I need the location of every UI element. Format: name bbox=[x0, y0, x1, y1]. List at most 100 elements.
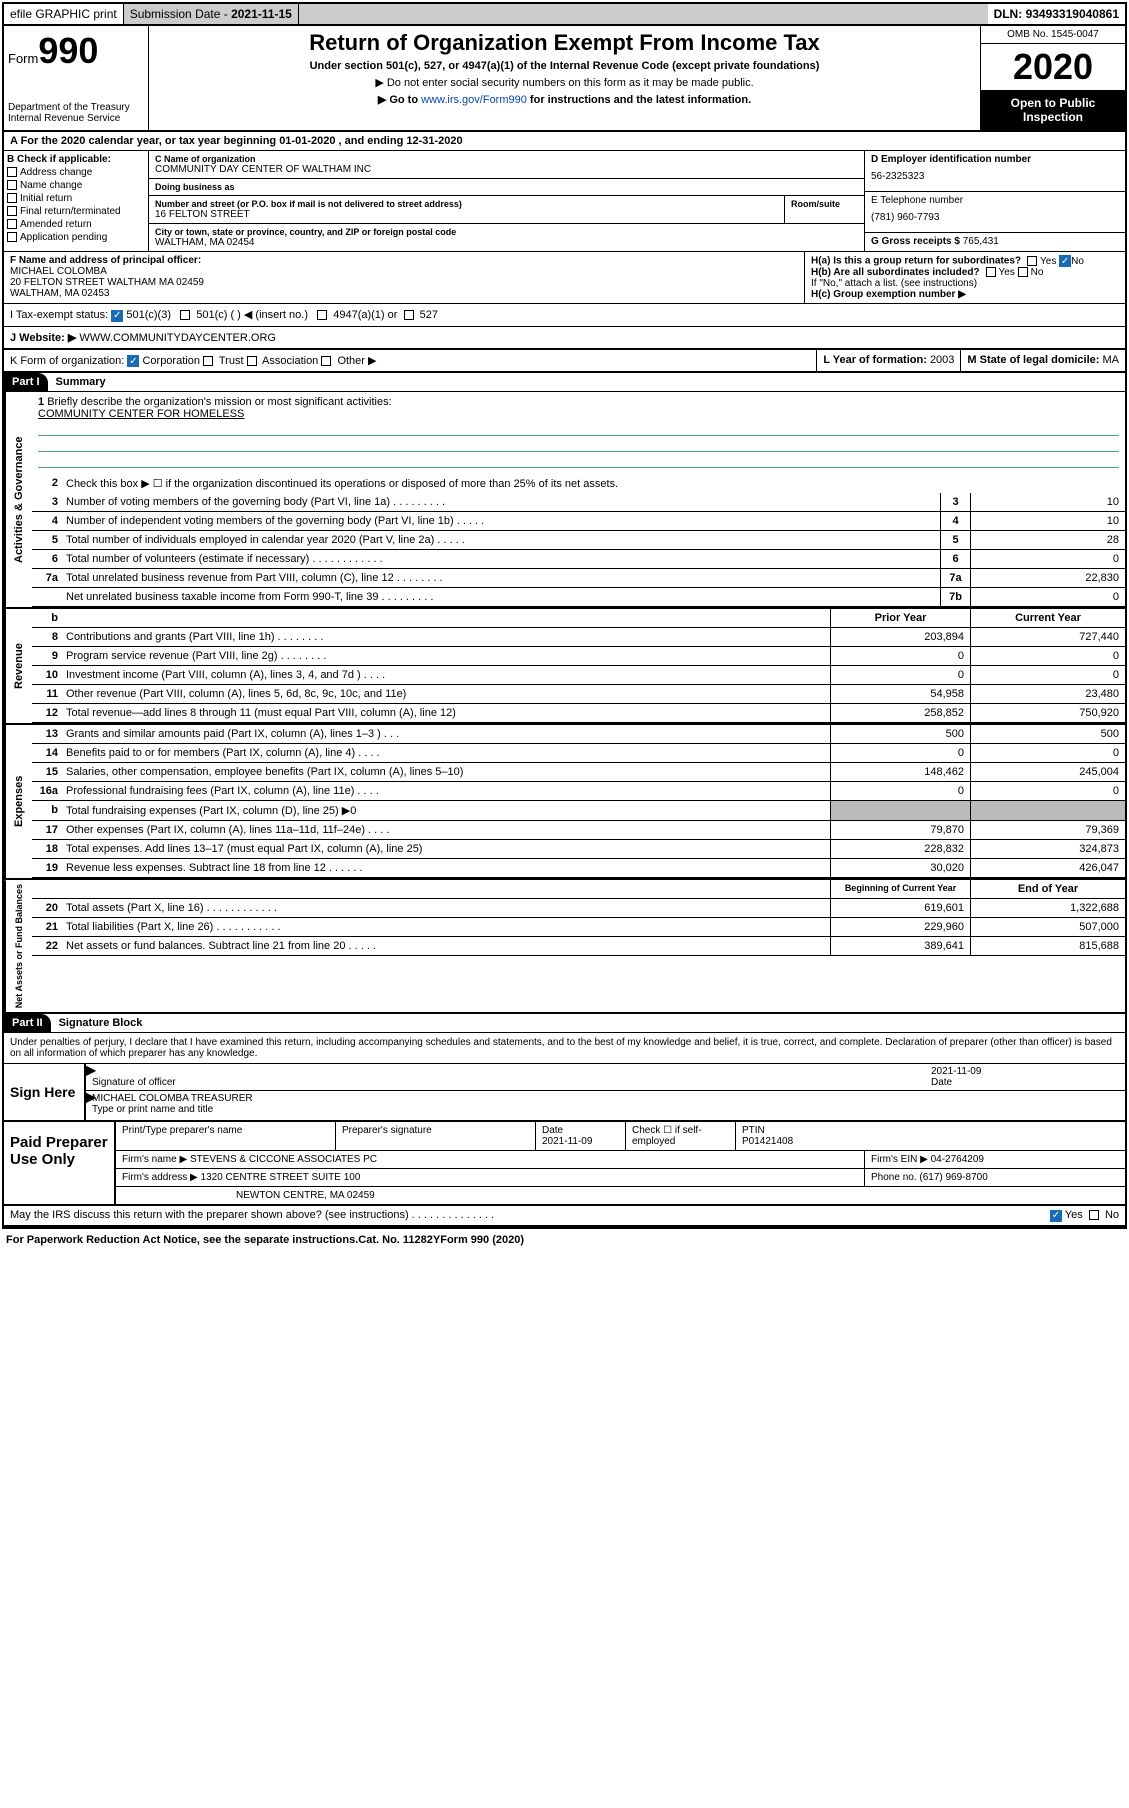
mission-value: COMMUNITY CENTER FOR HOMELESS bbox=[38, 408, 244, 420]
chk-assoc[interactable] bbox=[247, 356, 257, 366]
website-label: J Website: ▶ bbox=[10, 332, 76, 344]
gross-label: G Gross receipts $ bbox=[871, 236, 963, 247]
note-link: ▶ Go to www.irs.gov/Form990 for instruct… bbox=[153, 93, 976, 106]
org-name: COMMUNITY DAY CENTER OF WALTHAM INC bbox=[155, 164, 858, 175]
chk-final[interactable]: Final return/terminated bbox=[7, 206, 145, 217]
inspection-notice: Open to Public Inspection bbox=[981, 90, 1125, 130]
k-row: K Form of organization: ✓ Corporation Tr… bbox=[4, 350, 1125, 374]
l-year: L Year of formation: 2003 bbox=[816, 350, 960, 372]
governance-tab: Activities & Governance bbox=[4, 392, 32, 607]
summary-line: 21Total liabilities (Part X, line 26) . … bbox=[32, 918, 1125, 937]
discuss-row: May the IRS discuss this return with the… bbox=[4, 1206, 1125, 1227]
chk-501c[interactable] bbox=[180, 310, 190, 320]
city-value: WALTHAM, MA 02454 bbox=[155, 237, 858, 248]
ein-label: D Employer identification number bbox=[871, 154, 1119, 165]
chk-4947[interactable] bbox=[317, 310, 327, 320]
column-d: D Employer identification number 56-2325… bbox=[865, 151, 1125, 251]
topbar-spacer bbox=[299, 4, 988, 24]
discuss-question: May the IRS discuss this return with the… bbox=[10, 1209, 494, 1222]
info-grid: B Check if applicable: Address change Na… bbox=[4, 151, 1125, 252]
mission-block: 1 Briefly describe the organization's mi… bbox=[32, 392, 1125, 474]
chk-address[interactable]: Address change bbox=[7, 167, 145, 178]
governance-section: Activities & Governance 1 Briefly descri… bbox=[4, 392, 1125, 609]
ein-cell: D Employer identification number 56-2325… bbox=[865, 151, 1125, 192]
prep-row-4: NEWTON CENTRE, MA 02459 bbox=[116, 1187, 1125, 1204]
website-value: WWW.COMMUNITYDAYCENTER.ORG bbox=[79, 332, 276, 344]
header-right: OMB No. 1545-0047 2020 Open to Public In… bbox=[980, 26, 1125, 130]
hb-note: If "No," attach a list. (see instruction… bbox=[811, 278, 1119, 289]
org-name-label: C Name of organization bbox=[155, 154, 858, 164]
gross-cell: G Gross receipts $ 765,431 bbox=[865, 233, 1125, 250]
header: Form990 Department of the Treasury Inter… bbox=[4, 26, 1125, 132]
chk-corp[interactable]: ✓ bbox=[127, 355, 139, 367]
sig-date-label: Date bbox=[931, 1077, 952, 1088]
officer-addr1: 20 FELTON STREET WALTHAM MA 02459 bbox=[10, 277, 204, 288]
officer-addr2: WALTHAM, MA 02453 bbox=[10, 288, 109, 299]
officer-name: MICHAEL COLOMBA bbox=[10, 266, 107, 277]
tax-period: A For the 2020 calendar year, or tax yea… bbox=[4, 132, 1125, 151]
part1-label: Part I bbox=[4, 373, 48, 391]
city-label: City or town, state or province, country… bbox=[155, 227, 858, 237]
line-2: 2Check this box ▶ ☐ if the organization … bbox=[32, 474, 1125, 493]
chk-other[interactable] bbox=[321, 356, 331, 366]
officer-label: F Name and address of principal officer: bbox=[10, 255, 201, 266]
phone-label: E Telephone number bbox=[871, 195, 1119, 206]
street-value: 16 FELTON STREET bbox=[155, 209, 778, 220]
form-subtitle: Under section 501(c), 527, or 4947(a)(1)… bbox=[153, 60, 976, 72]
chk-trust[interactable] bbox=[203, 356, 213, 366]
summary-line: Net unrelated business taxable income fr… bbox=[32, 588, 1125, 607]
summary-line: 9Program service revenue (Part VIII, lin… bbox=[32, 647, 1125, 666]
summary-line: 16aProfessional fundraising fees (Part I… bbox=[32, 782, 1125, 801]
summary-line: 20Total assets (Part X, line 16) . . . .… bbox=[32, 899, 1125, 918]
preparer-label: Paid Preparer Use Only bbox=[4, 1122, 114, 1204]
officer-cell: F Name and address of principal officer:… bbox=[4, 252, 805, 303]
hb-row: H(b) Are all subordinates included?Yes N… bbox=[811, 267, 1119, 278]
chk-name[interactable]: Name change bbox=[7, 180, 145, 191]
netassets-header: Beginning of Current YearEnd of Year bbox=[32, 880, 1125, 899]
phone-cell: E Telephone number (781) 960-7793 bbox=[865, 192, 1125, 233]
summary-line: 11Other revenue (Part VIII, column (A), … bbox=[32, 685, 1125, 704]
revenue-section: Revenue b Prior YearCurrent Year 8Contri… bbox=[4, 609, 1125, 725]
form-number: Form990 bbox=[8, 30, 144, 72]
phone-value: (781) 960-7793 bbox=[871, 206, 1119, 229]
m-state: M State of legal domicile: MA bbox=[960, 350, 1125, 372]
sign-here-label: Sign Here bbox=[4, 1064, 84, 1120]
footer: For Paperwork Reduction Act Notice, see … bbox=[0, 1231, 1129, 1249]
summary-line: 17Other expenses (Part IX, column (A), l… bbox=[32, 821, 1125, 840]
fh-row: F Name and address of principal officer:… bbox=[4, 252, 1125, 304]
discuss-yes[interactable]: ✓ bbox=[1050, 1210, 1062, 1222]
website-row: J Website: ▶ WWW.COMMUNITYDAYCENTER.ORG bbox=[4, 327, 1125, 350]
form-title: Return of Organization Exempt From Incom… bbox=[153, 30, 976, 56]
part2-label: Part II bbox=[4, 1014, 51, 1032]
sig-officer-label: Signature of officer bbox=[92, 1077, 176, 1088]
part2-header: Part II Signature Block bbox=[4, 1014, 1125, 1033]
city-cell: City or town, state or province, country… bbox=[149, 224, 865, 251]
dln: DLN: 93493319040861 bbox=[988, 4, 1125, 24]
omb-number: OMB No. 1545-0047 bbox=[981, 26, 1125, 44]
summary-line: 12Total revenue—add lines 8 through 11 (… bbox=[32, 704, 1125, 723]
sign-section: Sign Here ▶ Signature of officer 2021-11… bbox=[4, 1064, 1125, 1122]
header-left: Form990 Department of the Treasury Inter… bbox=[4, 26, 149, 130]
chk-amended[interactable]: Amended return bbox=[7, 219, 145, 230]
efile-label: efile GRAPHIC print bbox=[4, 4, 124, 24]
summary-line: bTotal fundraising expenses (Part IX, co… bbox=[32, 801, 1125, 821]
discuss-no[interactable] bbox=[1089, 1210, 1099, 1220]
k-label: K Form of organization: bbox=[10, 355, 124, 367]
chk-initial[interactable]: Initial return bbox=[7, 193, 145, 204]
prep-row-3: Firm's address ▶ 1320 CENTRE STREET SUIT… bbox=[116, 1169, 1125, 1187]
org-name-cell: C Name of organization COMMUNITY DAY CEN… bbox=[149, 151, 865, 179]
submission-date: Submission Date - 2021-11-15 bbox=[124, 4, 299, 24]
h-questions: H(a) Is this a group return for subordin… bbox=[805, 252, 1125, 303]
chk-pending[interactable]: Application pending bbox=[7, 232, 145, 243]
preparer-section: Paid Preparer Use Only Print/Type prepar… bbox=[4, 1122, 1125, 1206]
summary-line: 5Total number of individuals employed in… bbox=[32, 531, 1125, 550]
form-ref: Form 990 (2020) bbox=[440, 1234, 524, 1246]
paperwork-notice: For Paperwork Reduction Act Notice, see … bbox=[6, 1234, 358, 1246]
revenue-header: b Prior YearCurrent Year bbox=[32, 609, 1125, 628]
summary-line: 6Total number of volunteers (estimate if… bbox=[32, 550, 1125, 569]
dba-label: Doing business as bbox=[155, 182, 858, 192]
chk-527[interactable] bbox=[404, 310, 414, 320]
summary-line: 3Number of voting members of the governi… bbox=[32, 493, 1125, 512]
chk-501c3[interactable]: ✓ bbox=[111, 310, 123, 322]
irs-link[interactable]: www.irs.gov/Form990 bbox=[421, 94, 527, 106]
